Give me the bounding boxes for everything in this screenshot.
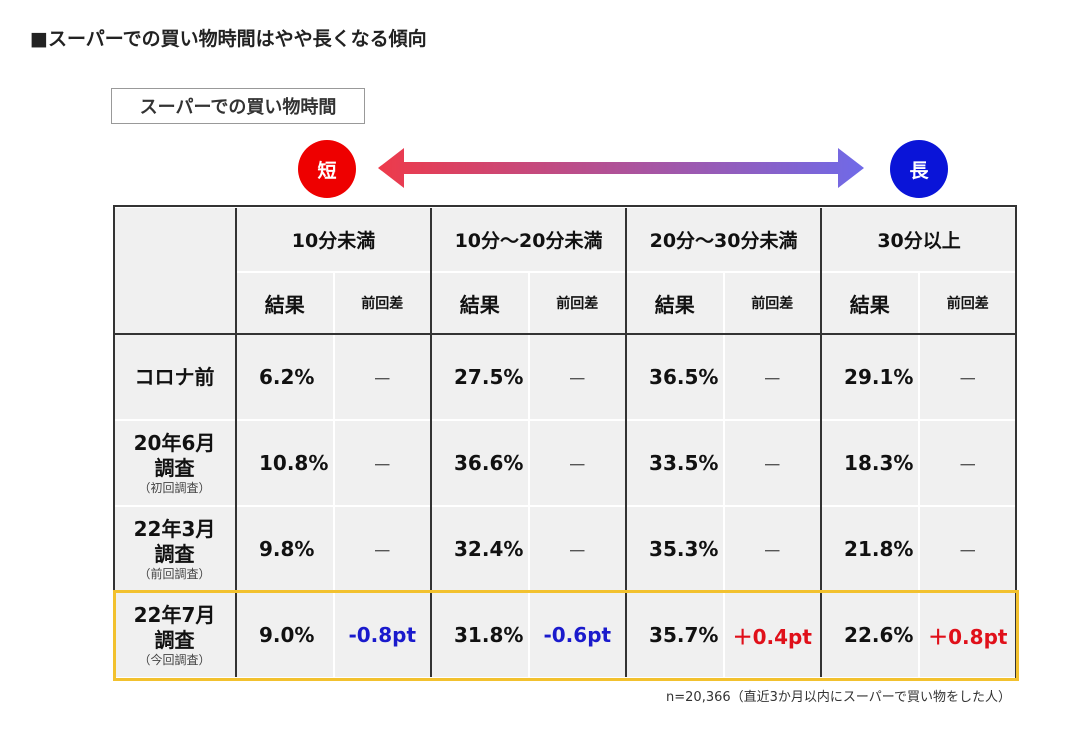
result-cell: 29.1% [820,333,919,420]
result-cell: 27.5% [430,333,529,420]
row-label: コロナ前 [114,333,236,420]
row-label-note: （今回調査） [138,652,211,667]
result-header: 結果 [820,271,919,335]
diff-cell: － [917,419,1017,506]
row-label: 22年3月調査 （前回調査） [114,505,236,592]
row-label-text: 22年7月調査 [133,602,216,652]
diff-header: 前回差 [722,271,822,335]
table-row: 20年6月調査 （初回調査） 10.8% － 36.6% － 33.5% － 18.3% － [114,419,1017,506]
result-cell: 22.6% [820,591,919,677]
row-label-text: 20年6月調査 [133,430,216,480]
result-cell: 31.8% [430,591,529,677]
diff-cell: － [527,419,627,506]
diff-header: 前回差 [332,271,432,335]
header-30-plus: 30分以上 [820,206,1017,272]
row-label: 22年7月調査 （今回調査） [114,591,236,677]
table-row: 22年3月調査 （前回調査） 9.8% － 32.4% － 35.3% － 21.8% － [114,505,1017,592]
diff-cell: － [332,333,432,420]
result-cell: 18.3% [820,419,919,506]
diff-cell: － [332,419,432,506]
diff-cell: － [722,419,822,506]
table-row: コロナ前 6.2% － 27.5% － 36.5% － 29.1% － [114,333,1017,420]
diff-cell: － [917,333,1017,420]
double-arrow-icon [378,148,864,188]
row-label-note: （前回調査） [138,566,211,581]
diff-cell: － [527,333,627,420]
diff-cell: ＋0.8pt [917,591,1017,677]
chart-label: スーパーでの買い物時間 [111,88,365,124]
row-label: 20年6月調査 （初回調査） [114,419,236,506]
corner-cell [114,206,236,335]
short-badge: 短 [298,140,356,198]
diff-cell: － [332,505,432,592]
table-row: 22年7月調査 （今回調査） 9.0% -0.8pt 31.8% -0.6pt 35.7% ＋… [114,591,1017,677]
row-label-note: （初回調査） [138,480,211,495]
shopping-time-table: 10分未満 10分～20分未満 20分～30分未満 30分以上 結果 前回差 結果… [114,206,1017,677]
diff-cell: － [722,505,822,592]
diff-cell: -0.8pt [332,591,432,677]
result-cell: 6.2% [235,333,334,420]
result-header: 結果 [235,271,334,335]
diff-header: 前回差 [917,271,1017,335]
diff-cell: -0.6pt [527,591,627,677]
result-cell: 35.3% [625,505,724,592]
result-header: 結果 [625,271,724,335]
diff-cell: － [527,505,627,592]
diff-header: 前回差 [527,271,627,335]
result-cell: 36.5% [625,333,724,420]
result-cell: 10.8% [235,419,334,506]
page-title: ■スーパーでの買い物時間はやや長くなる傾向 [30,28,427,50]
header-20-30: 20分～30分未満 [625,206,822,272]
footnote: n=20,366（直近3か月以内にスーパーで買い物をした人） [666,690,1011,705]
result-cell: 21.8% [820,505,919,592]
result-cell: 35.7% [625,591,724,677]
long-badge: 長 [890,140,948,198]
header-10-20: 10分～20分未満 [430,206,627,272]
result-cell: 9.0% [235,591,334,677]
diff-cell: － [722,333,822,420]
row-label-text: コロナ前 [134,364,215,389]
result-cell: 9.8% [235,505,334,592]
diff-cell: ＋0.4pt [722,591,822,677]
result-cell: 32.4% [430,505,529,592]
header-under-10: 10分未満 [234,206,432,272]
diff-cell: － [917,505,1017,592]
result-cell: 36.6% [430,419,529,506]
row-label-text: 22年3月調査 [133,516,216,566]
result-header: 結果 [430,271,529,335]
result-cell: 33.5% [625,419,724,506]
